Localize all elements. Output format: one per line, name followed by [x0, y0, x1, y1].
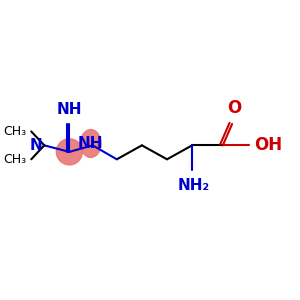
Text: CH₃: CH₃ [4, 125, 27, 138]
Ellipse shape [56, 139, 82, 165]
Text: O: O [227, 98, 241, 116]
Text: N: N [30, 138, 42, 153]
Text: NH: NH [78, 136, 103, 151]
Text: OH: OH [254, 136, 283, 154]
Text: NH₂: NH₂ [178, 178, 210, 193]
Text: CH₃: CH₃ [4, 153, 27, 166]
Ellipse shape [80, 130, 101, 158]
Text: NH: NH [57, 101, 82, 116]
